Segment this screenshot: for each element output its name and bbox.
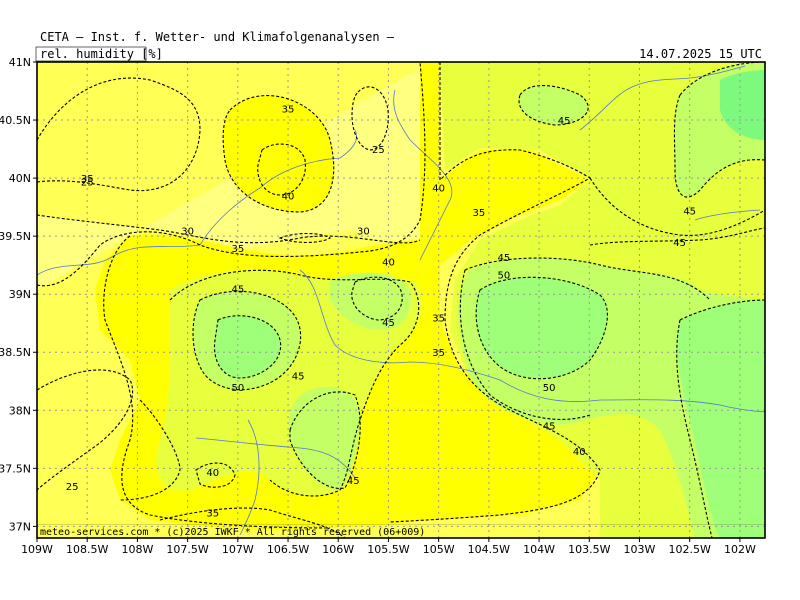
contour-40-mid (169, 269, 420, 497)
y-tick-label: 40N (9, 172, 31, 185)
contour-label: 45 (382, 318, 395, 329)
contour-35-north (222, 95, 335, 213)
y-tick-label: 41N (9, 56, 31, 69)
contour-50-east (475, 276, 608, 380)
y-tick-label: 37N (9, 520, 31, 533)
river-1 (37, 129, 357, 276)
y-tick-label: 38N (9, 404, 31, 417)
parameter-box (35, 46, 147, 62)
contour-45-b (351, 276, 403, 321)
contour-label: 45 (498, 253, 511, 264)
river-3 (195, 437, 356, 479)
rh-fill-55 (720, 70, 765, 140)
x-tick-label: 105.5W (367, 543, 409, 556)
contour-label: 40 (282, 192, 295, 203)
contour-label: 30 (357, 226, 370, 237)
x-tick-label: 104.5W (468, 543, 510, 556)
contour-label: 25 (81, 178, 94, 189)
contour-25-north (37, 77, 201, 192)
contour-label: 45 (347, 476, 360, 487)
contour-label: 40 (573, 447, 586, 458)
x-tick-label: 109W (21, 543, 53, 556)
contour-label: 35 (282, 104, 295, 115)
contour-35-main (37, 62, 426, 287)
parameter-label: rel. humidity [%] (40, 47, 163, 61)
contour-40-a (389, 62, 601, 523)
river-2 (299, 269, 765, 413)
contour-30-band (278, 232, 332, 244)
contour-25-sw (37, 369, 134, 491)
contour-label: 45 (683, 207, 696, 218)
y-tick-label: 39N (9, 288, 31, 301)
river-7 (239, 419, 260, 536)
contour-label: 40 (206, 468, 219, 479)
x-tick-label: 105W (423, 543, 455, 556)
contour-label: 35 (432, 348, 445, 359)
y-tick-label: 38.5N (0, 346, 31, 359)
x-tick-label: 103.5W (568, 543, 610, 556)
contour-label: 25 (372, 145, 385, 156)
contour-label: 45 (673, 238, 686, 249)
contour-label: 35 (231, 244, 244, 255)
rh-fill-50 (214, 277, 765, 538)
contour-35-sw (119, 399, 181, 501)
contour-40-ring (257, 143, 306, 196)
contour-label: 25 (66, 482, 79, 493)
rivers (37, 65, 765, 536)
contour-label: 40 (382, 258, 395, 269)
river-4 (393, 89, 453, 261)
contour-label: 50 (543, 383, 556, 394)
contour-label: 45 (558, 116, 571, 127)
contour-45-east (459, 257, 711, 420)
contour-45-a (192, 290, 302, 391)
contour-label: 50 (231, 383, 244, 394)
contour-40-east (589, 177, 765, 236)
contour-45-ne (518, 84, 589, 126)
x-tick-label: 106.5W (267, 543, 309, 556)
y-tick-label: 39.5N (0, 230, 31, 243)
plot-frame (36, 61, 766, 539)
x-tick-label: 102.5W (669, 543, 711, 556)
x-tick-label: 103W (624, 543, 656, 556)
contour-label: 35 (432, 313, 445, 324)
contour-35-south (159, 507, 346, 538)
river-5 (579, 65, 746, 131)
contour-50-a (213, 315, 282, 379)
contour-45-far-east (676, 319, 713, 538)
river-6 (694, 209, 761, 221)
contour-label: 35 (206, 508, 219, 519)
contour-label: 40 (432, 183, 445, 194)
contour-50-far-east (679, 299, 765, 321)
x-tick-label: 104W (523, 543, 555, 556)
axes: 109W 108.5W 108W 107.5W 107W 106.5W 106W 105.5W… (0, 56, 756, 556)
x-tick-label: 108.5W (66, 543, 108, 556)
y-tick-label: 37.5N (0, 462, 31, 475)
contour-25-ring (351, 86, 389, 151)
credit-text: meteo-services.com * (c)2025 IWKF * All … (40, 527, 425, 538)
contour-label: 35 (472, 208, 485, 219)
contour-label: 30 (181, 226, 194, 237)
contour-ring-sw (195, 462, 236, 488)
contour-label: 45 (231, 284, 244, 295)
lat-lon-grid (37, 62, 765, 538)
contour-label: 35 (81, 174, 94, 185)
map-title: CETA — Inst. f. Wetter- und Klimafolgena… (40, 30, 395, 44)
contour-30-west (37, 214, 421, 244)
x-tick-label: 107.5W (166, 543, 208, 556)
contour-label: 50 (498, 270, 511, 281)
contour-label: 45 (543, 421, 556, 432)
x-tick-label: 108W (121, 543, 153, 556)
x-tick-label: 106W (322, 543, 354, 556)
contour-45-east2 (589, 227, 765, 246)
humidity-field (37, 62, 765, 538)
valid-time: 14.07.2025 15 UTC (639, 47, 762, 61)
x-tick-label: 102W (724, 543, 756, 556)
contour-40-b (103, 235, 331, 529)
y-tick-label: 40.5N (0, 114, 31, 127)
x-tick-label: 107W (222, 543, 254, 556)
contour-label: 45 (292, 371, 305, 382)
